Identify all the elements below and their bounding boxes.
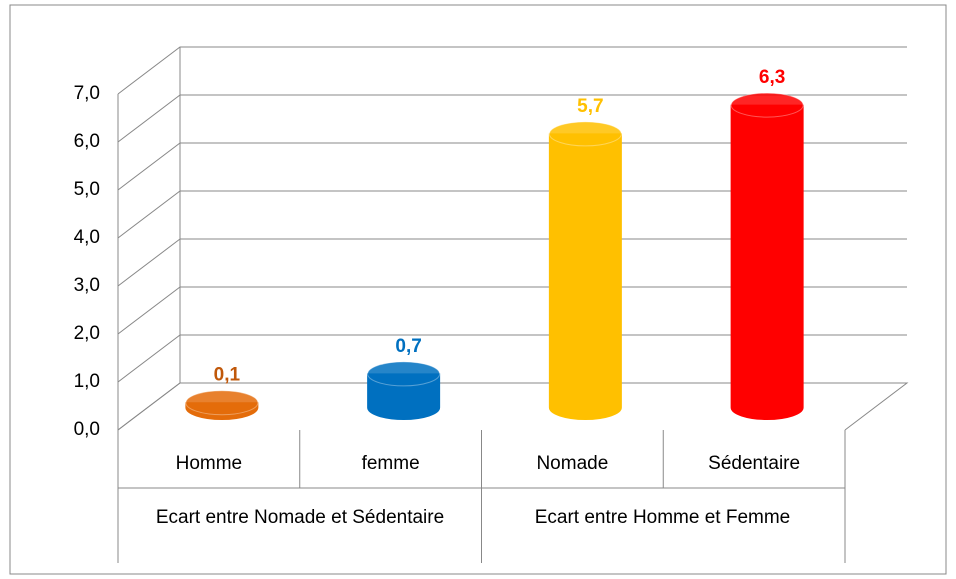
grid-line (117, 94, 907, 143)
grid-line (117, 190, 907, 239)
y-tick-label: 1,0 (74, 371, 100, 392)
bar-top (548, 121, 622, 147)
x-tick-label: Sédentaire (708, 453, 800, 474)
x-tick-label: Homme (176, 453, 243, 474)
grid-line (117, 286, 907, 335)
data-label: 0,1 (214, 365, 241, 386)
y-tick-label: 3,0 (74, 275, 100, 296)
bar (730, 104, 804, 420)
bar (548, 133, 622, 420)
bar-top (730, 92, 804, 118)
y-tick-label: 6,0 (74, 131, 100, 152)
x-tick-label: femme (362, 453, 420, 474)
y-tick-label: 2,0 (74, 323, 100, 344)
y-tick-label: 7,0 (74, 83, 100, 104)
group-label: Ecart entre Nomade et Sédentaire (155, 507, 445, 528)
grid-line (117, 238, 907, 287)
data-label: 5,7 (577, 96, 603, 117)
bar-top (367, 361, 441, 387)
data-label: 6,3 (759, 67, 785, 88)
grid-line (117, 46, 907, 95)
y-tick-label: 4,0 (74, 227, 100, 248)
data-label: 0,7 (395, 336, 421, 357)
group-label: Ecart entre Homme et Femme (534, 507, 791, 528)
grid-line (117, 382, 907, 431)
bar-top (185, 390, 259, 416)
grid-line (117, 142, 907, 191)
x-tick-label: Nomade (536, 453, 608, 474)
y-tick-label: 0,0 (74, 419, 100, 440)
grid-line (117, 334, 907, 383)
y-tick-label: 5,0 (74, 179, 100, 200)
chart-border (9, 4, 947, 575)
bar (367, 373, 441, 420)
